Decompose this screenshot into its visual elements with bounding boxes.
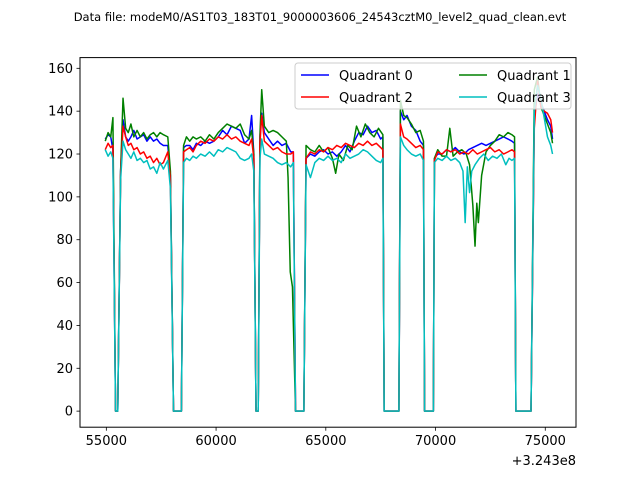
x-tick-label: 75000 [525,434,566,449]
x-tick-label: 70000 [415,434,456,449]
series-line-quadrant-1 [104,76,554,412]
x-tick-label: 65000 [305,434,346,449]
legend: Quadrant 0 Quadrant 1 Quadrant 2 Quadrant 3 [294,62,572,110]
y-tick-label: 140 [48,105,73,120]
legend-label: Quadrant 3 [497,91,571,106]
legend-label: Quadrant 0 [339,69,413,84]
y-tick-label: 160 [48,62,73,77]
series-layer [104,76,554,412]
series-line-quadrant-2 [104,80,554,412]
y-tick-label: 100 [48,190,73,205]
y-tick-label: 120 [48,148,73,163]
series-line-quadrant-3 [104,84,554,412]
axes-frame [79,57,577,428]
x-tick-label: 55000 [86,434,127,449]
x-axis: 55000 60000 65000 70000 75000 [86,427,566,449]
y-axis: 0 20 40 60 80 100 120 140 160 [48,62,80,420]
y-tick-label: 40 [56,319,73,334]
y-tick-label: 60 [56,276,73,291]
x-offset-label: +3.243e8 [512,454,576,469]
chart-title: Data file: modeM0/AS1T03_183T01_90000036… [74,10,567,24]
legend-label: Quadrant 1 [497,69,571,84]
y-tick-label: 80 [56,233,73,248]
legend-label: Quadrant 2 [339,91,413,106]
y-tick-label: 20 [56,362,73,377]
legend-frame [294,62,572,110]
x-tick-label: 60000 [195,434,236,449]
series-line-quadrant-0 [104,93,554,412]
y-tick-label: 0 [65,405,73,420]
